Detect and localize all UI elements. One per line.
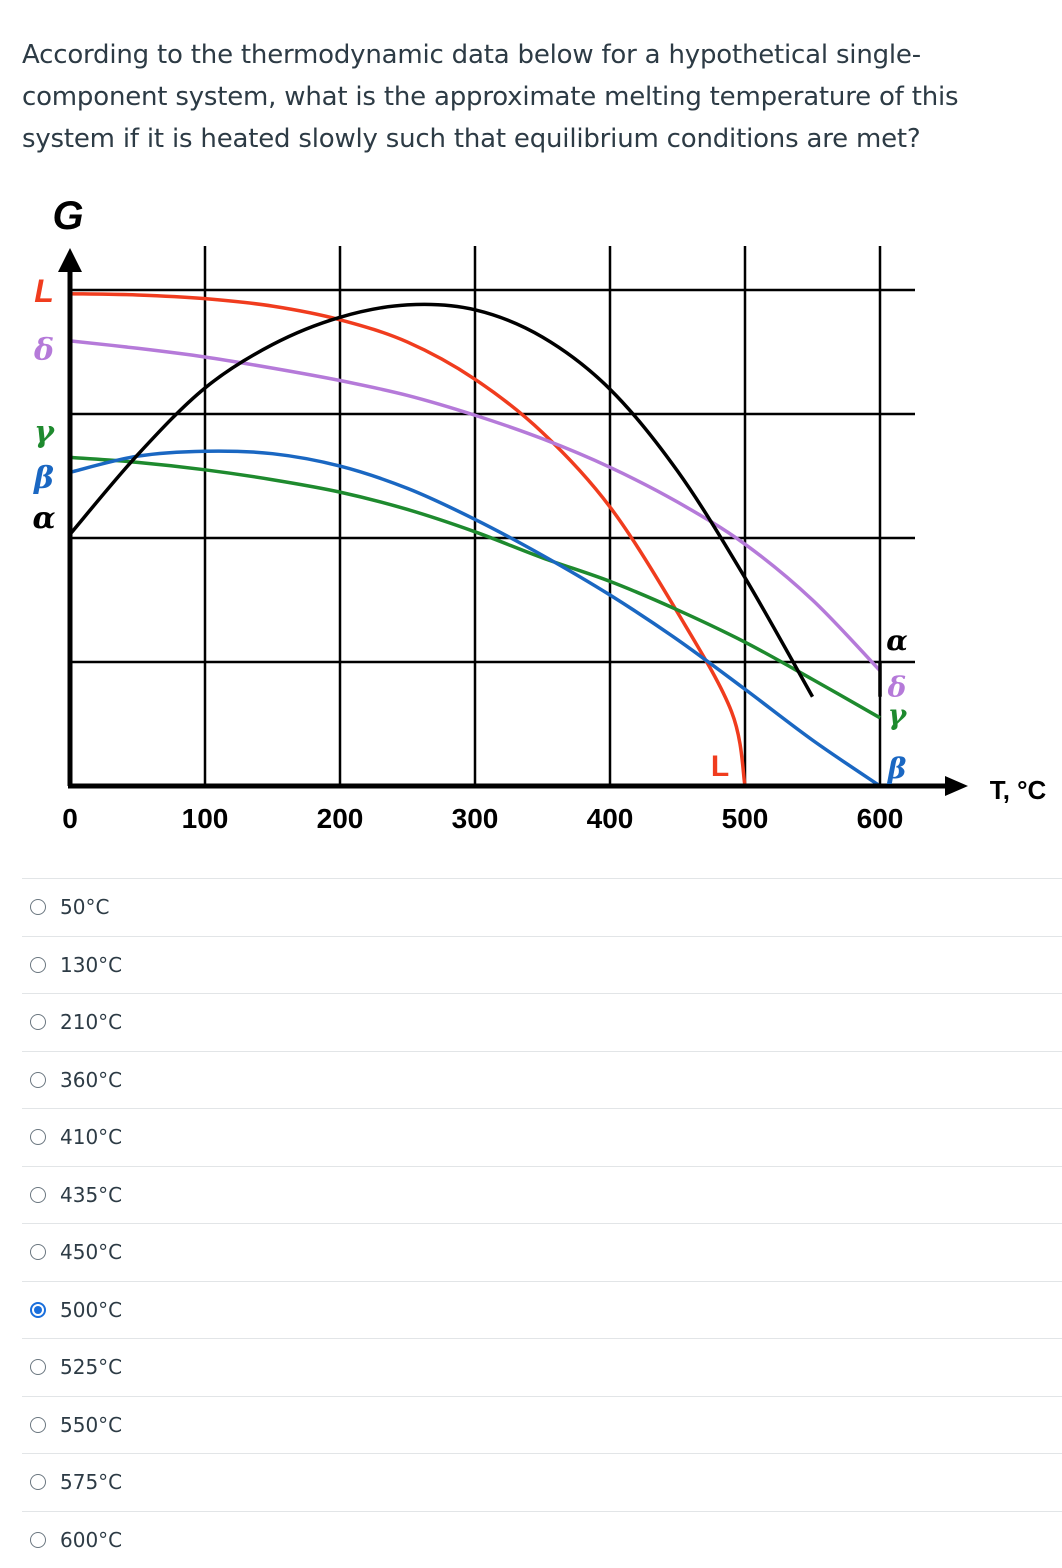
answer-label: 500°C [60,1298,122,1322]
answer-list: 50°C 130°C 210°C 360°C 410°C 435°C 450°C 500°C 5… [22,878,1062,1568]
y-label-0: L [34,273,54,309]
x-tick-label: 100 [182,803,229,834]
answer-label: 575°C [60,1470,122,1494]
radio-unchecked-icon[interactable] [30,899,46,915]
radio-unchecked-icon[interactable] [30,1359,46,1375]
inline-label-L: L [711,750,729,783]
x-tick-label: 600 [857,803,904,834]
x-tick-label: 300 [452,803,499,834]
radio-unchecked-icon[interactable] [30,1474,46,1490]
radio-unchecked-icon[interactable] [30,1072,46,1088]
answer-label: 550°C [60,1413,122,1437]
x-tick-label: 0 [62,803,78,834]
answer-option[interactable]: 450°C [22,1223,1062,1281]
end-label-0: α [886,624,908,657]
x-tick-label: 500 [722,803,769,834]
y-label-3: β [33,461,54,496]
answer-option[interactable]: 360°C [22,1051,1062,1109]
curve-α [70,304,813,696]
y-axis-arrow [58,248,82,272]
answer-label: 435°C [60,1183,122,1207]
x-axis-arrow [945,776,968,796]
answer-option[interactable]: 130°C [22,936,1062,994]
y-label-2: γ [34,415,55,450]
y-label-4: α [32,501,55,536]
curve-L [70,294,745,786]
answer-label: 210°C [60,1010,122,1034]
answer-label: 450°C [60,1240,122,1264]
answer-option[interactable]: 525°C [22,1338,1062,1396]
radio-unchecked-icon[interactable] [30,1244,46,1260]
radio-unchecked-icon[interactable] [30,1129,46,1145]
answer-option[interactable]: 410°C [22,1108,1062,1166]
answer-option[interactable]: 600°C [22,1511,1062,1568]
answer-label: 525°C [60,1355,122,1379]
answer-option[interactable]: 210°C [22,993,1062,1051]
end-label-3: β [887,752,907,785]
answer-label: 600°C [60,1528,122,1552]
radio-unchecked-icon[interactable] [30,1532,46,1548]
answer-option[interactable]: 575°C [22,1453,1062,1511]
end-label-2: γ [888,698,908,731]
x-tick-label: 200 [317,803,364,834]
radio-unchecked-icon[interactable] [30,1014,46,1030]
radio-checked-icon[interactable] [30,1302,46,1318]
answer-option[interactable]: 435°C [22,1166,1062,1224]
radio-unchecked-icon[interactable] [30,957,46,973]
answer-option[interactable]: 50°C [22,878,1062,936]
x-tick-label: 400 [587,803,634,834]
y-label-1: δ [33,333,54,368]
radio-unchecked-icon[interactable] [30,1187,46,1203]
answer-label: 130°C [60,953,122,977]
answer-option[interactable]: 500°C [22,1281,1062,1339]
radio-unchecked-icon[interactable] [30,1417,46,1433]
y-axis-title: G [52,194,83,238]
x-axis-title: T, °C [990,775,1047,805]
answer-label: 410°C [60,1125,122,1149]
answer-label: 360°C [60,1068,122,1092]
answer-label: 50°C [60,895,109,919]
answer-option[interactable]: 550°C [22,1396,1062,1454]
